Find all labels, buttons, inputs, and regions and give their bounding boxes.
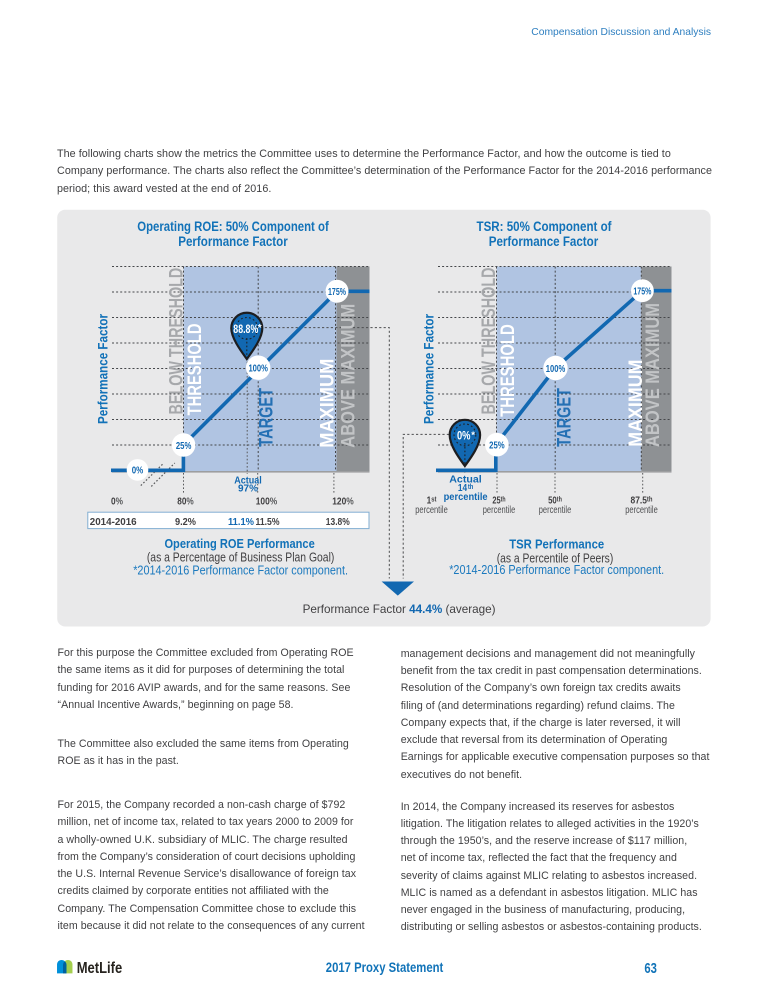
svg-text:Performance Factor: Performance Factor bbox=[421, 314, 437, 424]
svg-text:9.2%: 9.2% bbox=[175, 516, 197, 528]
svg-text:Performance Factor: Performance Factor bbox=[489, 234, 599, 249]
svg-text:percentile: percentile bbox=[539, 505, 572, 516]
svg-text:Performance Factor: Performance Factor bbox=[178, 234, 288, 249]
svg-text:97%: 97% bbox=[238, 484, 258, 495]
svg-text:(as a Percentage of Business P: (as a Percentage of Business Plan Goal) bbox=[147, 551, 335, 565]
svg-text:BELOW THRESHOLD: BELOW THRESHOLD bbox=[479, 268, 500, 415]
svg-text:TARGET: TARGET bbox=[257, 388, 278, 447]
svg-text:*2014-2016 Performance Factor: *2014-2016 Performance Factor component. bbox=[133, 564, 348, 578]
svg-text:120%: 120% bbox=[332, 497, 354, 508]
svg-text:THRESHOLD: THRESHOLD bbox=[498, 324, 519, 417]
svg-text:0%: 0% bbox=[111, 497, 123, 508]
svg-text:0%: 0% bbox=[457, 428, 471, 442]
svg-text:*: * bbox=[258, 323, 262, 334]
svg-text:2014-2016: 2014-2016 bbox=[90, 516, 137, 528]
svg-text:MAXIMUM: MAXIMUM bbox=[318, 359, 339, 448]
svg-text:11.5%: 11.5% bbox=[256, 516, 281, 528]
svg-text:Performance Factor: Performance Factor bbox=[95, 314, 111, 424]
svg-text:63: 63 bbox=[644, 961, 657, 977]
svg-text:25%: 25% bbox=[176, 441, 192, 452]
svg-text:TARGET: TARGET bbox=[555, 388, 576, 447]
svg-text:BELOW THRESHOLD: BELOW THRESHOLD bbox=[166, 268, 187, 415]
svg-text:25th: 25th bbox=[492, 496, 505, 507]
svg-text:percentile: percentile bbox=[483, 505, 516, 516]
svg-text:0%: 0% bbox=[132, 466, 144, 477]
svg-text:2017 Proxy Statement: 2017 Proxy Statement bbox=[326, 959, 444, 975]
svg-text:Operating ROE Performance: Operating ROE Performance bbox=[164, 536, 314, 551]
svg-text:88.8%: 88.8% bbox=[233, 322, 258, 336]
svg-text:THRESHOLD: THRESHOLD bbox=[185, 324, 206, 416]
svg-text:25%: 25% bbox=[489, 441, 505, 452]
svg-text:100%: 100% bbox=[256, 497, 278, 508]
svg-text:13.8%: 13.8% bbox=[326, 516, 351, 528]
svg-text:*: * bbox=[471, 430, 475, 441]
svg-text:Actual: Actual bbox=[449, 474, 482, 485]
svg-text:percentile: percentile bbox=[625, 505, 658, 516]
svg-text:ABOVE MAXIMUM: ABOVE MAXIMUM bbox=[643, 303, 664, 447]
svg-text:percentile: percentile bbox=[444, 492, 488, 503]
svg-text:50th: 50th bbox=[548, 496, 562, 507]
svg-text:TSR: 50% Component of: TSR: 50% Component of bbox=[477, 219, 612, 234]
svg-text:175%: 175% bbox=[633, 287, 651, 298]
svg-text:TSR Performance: TSR Performance bbox=[509, 537, 604, 552]
svg-text:11.1%: 11.1% bbox=[228, 516, 255, 528]
svg-text:80%: 80% bbox=[177, 497, 194, 508]
svg-text:Performance Factor 44.4% (aver: Performance Factor 44.4% (average) bbox=[303, 603, 496, 616]
svg-text:14 th: 14 th bbox=[458, 483, 474, 494]
svg-text:ABOVE MAXIMUM: ABOVE MAXIMUM bbox=[338, 304, 359, 448]
svg-text:Actual: Actual bbox=[234, 475, 262, 486]
svg-text:*2014-2016 Performance Factor: *2014-2016 Performance Factor component. bbox=[449, 563, 664, 577]
svg-text:175%: 175% bbox=[328, 287, 346, 298]
svg-text:Operating ROE: 50% Component o: Operating ROE: 50% Component of bbox=[137, 219, 329, 234]
svg-text:(as a Percentile of Peers): (as a Percentile of Peers) bbox=[497, 552, 614, 566]
svg-text:87.5th: 87.5th bbox=[631, 496, 653, 507]
svg-text:percentile: percentile bbox=[415, 505, 448, 516]
svg-text:100%: 100% bbox=[248, 364, 268, 375]
svg-text:MAXIMUM: MAXIMUM bbox=[626, 360, 647, 447]
svg-text:MetLife: MetLife bbox=[77, 960, 123, 977]
svg-text:100%: 100% bbox=[546, 364, 566, 375]
svg-text:1st: 1st bbox=[427, 496, 437, 507]
